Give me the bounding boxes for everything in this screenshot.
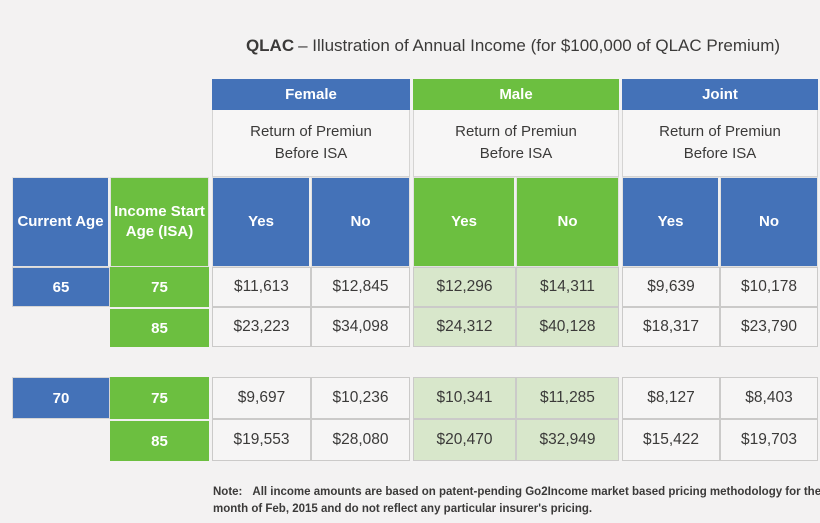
- yes-header-joint: Yes: [622, 177, 720, 267]
- title-prefix: QLAC: [245, 36, 295, 55]
- income-value-joint-yes: $9,639: [622, 267, 720, 307]
- income-value-joint-yes: $18,317: [622, 307, 720, 347]
- subheader-female-line1: Return of Premiun: [250, 123, 372, 141]
- subheader-female: Return of Premiun Before ISA: [212, 110, 410, 177]
- column-group-header-joint: Joint: [622, 79, 818, 110]
- income-value-joint-yes: $15,422: [622, 419, 720, 461]
- footnote: Note: All income amounts are based on pat…: [213, 484, 820, 517]
- subheader-joint-line2: Before ISA: [683, 145, 757, 162]
- isa-cell-70-85: 85: [110, 419, 209, 461]
- income-value-female-yes: $19,553: [212, 419, 311, 461]
- income-value-joint-no: $23,790: [720, 307, 818, 347]
- no-header-joint: No: [720, 177, 818, 267]
- isa-cell-70-75: 75: [110, 377, 209, 419]
- subheader-joint: Return of Premiun Before ISA: [622, 110, 818, 177]
- footnote-label: Note:: [213, 486, 243, 498]
- isa-cell-65-85: 85: [110, 307, 209, 347]
- income-value-male-yes: $20,470: [413, 419, 516, 461]
- isa-cell-65-75: 75: [110, 267, 209, 307]
- income-value-male-no: $40,128: [516, 307, 619, 347]
- no-header-female: No: [311, 177, 410, 267]
- income-value-female-no: $12,845: [311, 267, 410, 307]
- current-age-cell-70: 70: [12, 377, 110, 419]
- income-value-female-yes: $9,697: [212, 377, 311, 419]
- income-value-joint-no: $8,403: [720, 377, 818, 419]
- subheader-male-line2: Before ISA: [479, 145, 553, 162]
- income-value-male-no: $32,949: [516, 419, 619, 461]
- income-value-male-yes: $24,312: [413, 307, 516, 347]
- page-title: QLAC – Illustration of Annual Income (for…: [208, 36, 818, 56]
- column-group-header-female: Female: [212, 79, 410, 110]
- subheader-male: Return of Premiun Before ISA: [413, 110, 619, 177]
- income-value-joint-no: $10,178: [720, 267, 818, 307]
- row-header-income-start-age: Income Start Age (ISA): [110, 177, 209, 267]
- income-value-joint-yes: $8,127: [622, 377, 720, 419]
- income-value-male-yes: $10,341: [413, 377, 516, 419]
- footnote-text: All income amounts are based on patent-p…: [213, 486, 820, 515]
- subheader-male-line1: Return of Premiun: [455, 123, 577, 141]
- yes-header-male: Yes: [413, 177, 516, 267]
- subheader-female-line2: Before ISA: [274, 145, 348, 162]
- column-group-header-male: Male: [413, 79, 619, 110]
- no-header-male: No: [516, 177, 619, 267]
- income-value-female-no: $28,080: [311, 419, 410, 461]
- title-rest: – Illustration of Annual Income (for $10…: [298, 36, 781, 55]
- income-value-male-no: $11,285: [516, 377, 619, 419]
- income-value-joint-no: $19,703: [720, 419, 818, 461]
- income-value-female-yes: $11,613: [212, 267, 311, 307]
- income-value-female-no: $10,236: [311, 377, 410, 419]
- income-value-female-no: $34,098: [311, 307, 410, 347]
- yes-header-female: Yes: [212, 177, 311, 267]
- row-header-current-age: Current Age: [12, 177, 110, 267]
- subheader-joint-line1: Return of Premiun: [659, 123, 781, 141]
- income-value-female-yes: $23,223: [212, 307, 311, 347]
- current-age-cell-65: 65: [12, 267, 110, 307]
- income-value-male-yes: $12,296: [413, 267, 516, 307]
- income-value-male-no: $14,311: [516, 267, 619, 307]
- income-table: Female Male Joint Return of Premiun Befo…: [12, 79, 818, 461]
